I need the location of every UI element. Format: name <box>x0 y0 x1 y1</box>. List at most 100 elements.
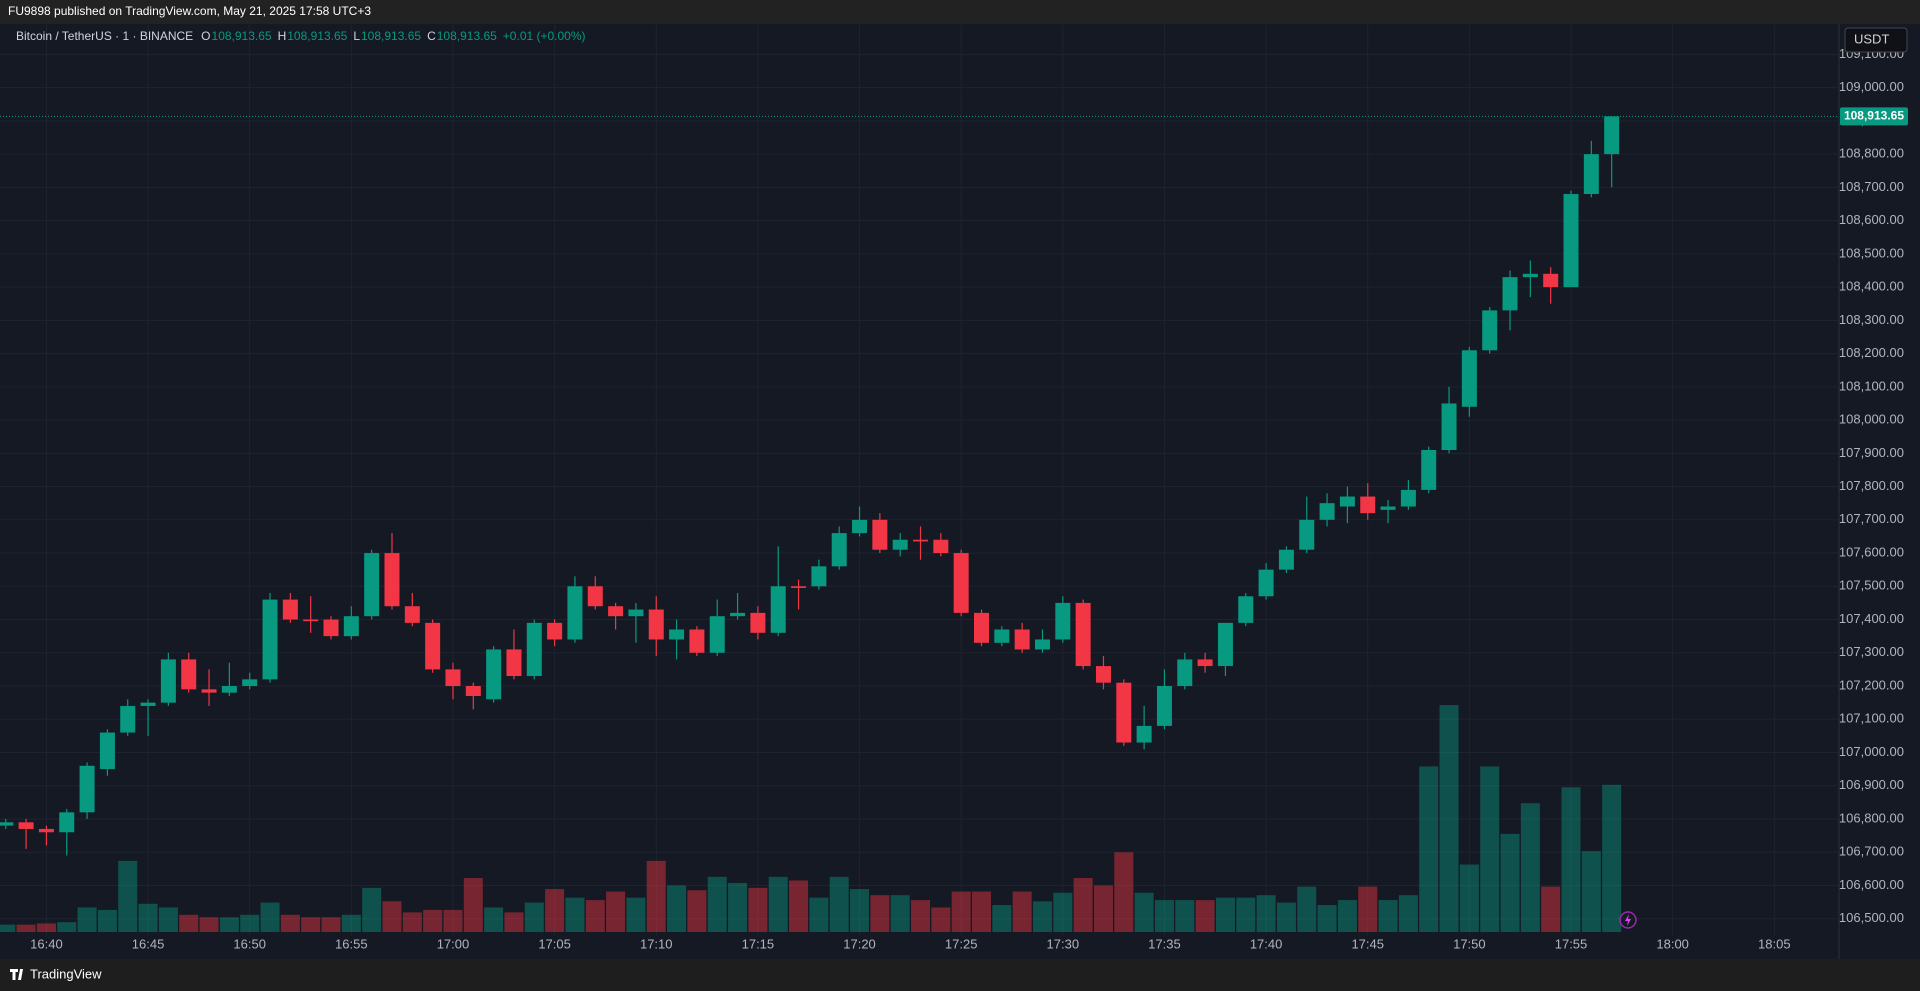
currency-box[interactable] <box>1844 27 1908 53</box>
candle-body <box>1136 725 1152 743</box>
candle-body <box>892 539 908 550</box>
volume-bar <box>382 901 402 932</box>
candle-body <box>567 586 583 640</box>
candle-body <box>1400 489 1416 507</box>
volume-bar <box>1114 852 1134 932</box>
candle-body <box>160 659 176 703</box>
candles <box>0 115 1839 856</box>
volume-bar <box>911 900 931 932</box>
volume-bar <box>870 895 890 932</box>
y-tick-label: 108,300.00 <box>1839 312 1904 327</box>
x-tick-label: 18:05 <box>1758 936 1791 951</box>
axes: 106,500.00 106,600.00 106,700.00 106,800.00… <box>30 46 1908 951</box>
volume-bar <box>158 907 178 932</box>
volume-bar <box>1215 897 1235 932</box>
y-tick-label: 106,600.00 <box>1839 877 1904 892</box>
candle-body <box>547 622 563 640</box>
y-tick-label: 107,100.00 <box>1839 711 1904 726</box>
candle-body <box>404 606 420 623</box>
volume-bar <box>1012 891 1032 932</box>
legend-key: H <box>278 29 287 43</box>
volume-bar <box>1276 902 1296 932</box>
x-tick-label: 17:30 <box>1047 936 1080 951</box>
alert-icon[interactable] <box>1619 911 1637 929</box>
volume-bar <box>1236 897 1256 932</box>
chart-background <box>0 24 1920 959</box>
candle-body <box>1075 602 1091 667</box>
candle-body <box>1482 310 1498 351</box>
candle-body <box>1502 277 1518 311</box>
volume-bar <box>890 895 910 932</box>
legend-symbol: Bitcoin / TetherUS · 1 · BINANCE <box>16 29 193 43</box>
x-tick-label: 17:00 <box>437 936 470 951</box>
volume-bar <box>1500 833 1520 932</box>
candle-body <box>1055 602 1071 640</box>
candle-body <box>689 629 705 653</box>
candle-body <box>1217 622 1233 667</box>
volume-bar <box>809 897 829 932</box>
volume-bar <box>850 889 870 932</box>
volume-bar <box>1297 886 1317 932</box>
volume-bar <box>667 885 687 932</box>
volume-bar <box>707 876 727 932</box>
volume-bar <box>545 889 565 932</box>
legend-value: 108,913.65 <box>361 29 421 43</box>
volume-bar <box>992 905 1012 932</box>
y-tick-label: 107,600.00 <box>1839 544 1904 559</box>
candle-body <box>1116 682 1132 743</box>
candle-body <box>852 519 868 534</box>
x-tick-label: 17:20 <box>843 936 876 951</box>
volume-bar <box>280 914 300 932</box>
candle-body <box>323 619 339 637</box>
volume-bar <box>219 917 239 932</box>
y-tick-label: 108,800.00 <box>1839 146 1904 161</box>
volume-bar <box>829 876 849 932</box>
candle-body <box>1177 659 1193 687</box>
candle-body <box>791 586 807 588</box>
candle-body <box>730 612 746 617</box>
volume-bar <box>1154 900 1174 932</box>
y-tick-label: 107,800.00 <box>1839 478 1904 493</box>
x-tick-label: 16:55 <box>335 936 368 951</box>
footer-bar <box>0 959 1920 991</box>
y-tick-label: 108,700.00 <box>1839 179 1904 194</box>
volume-bar <box>321 917 341 932</box>
legend-change: +0.01 (+0.00%) <box>503 29 586 43</box>
candle-body <box>445 669 461 687</box>
candle-body <box>79 765 95 813</box>
volume-bar <box>606 891 626 932</box>
alert-bolt <box>1625 914 1631 926</box>
x-tick-label: 17:35 <box>1148 936 1181 951</box>
volume-bar <box>1195 900 1215 932</box>
candle-body <box>648 609 664 640</box>
candle-body <box>506 649 522 677</box>
volume-bar <box>1541 886 1561 932</box>
volume-bar <box>138 903 158 932</box>
candle-body <box>0 822 14 826</box>
volume-bar <box>1480 766 1500 932</box>
volume-bar <box>1520 803 1540 932</box>
candle-body <box>120 705 136 733</box>
volume-bar <box>1134 892 1154 932</box>
volume-bar <box>484 907 504 932</box>
candle-body <box>1258 569 1274 597</box>
candle-body <box>364 553 380 617</box>
candle-body <box>18 822 34 829</box>
candle-body <box>933 539 949 554</box>
volume-bar <box>1398 895 1418 932</box>
candle-body <box>709 616 725 653</box>
header-bar <box>0 0 1920 24</box>
y-tick-label: 107,500.00 <box>1839 578 1904 593</box>
candle-body <box>831 533 847 567</box>
last-price-box <box>1840 107 1908 126</box>
volume-bar <box>1602 784 1622 932</box>
candle-body <box>343 616 359 637</box>
y-tick-label: 108,400.00 <box>1839 279 1904 294</box>
volume-bar <box>36 923 56 932</box>
candle-body <box>953 553 969 613</box>
y-tick-label: 106,900.00 <box>1839 777 1904 792</box>
volume-bar <box>463 878 483 932</box>
candle-body <box>608 606 624 617</box>
candle-body <box>1339 496 1355 507</box>
x-tick-label: 17:25 <box>945 936 978 951</box>
